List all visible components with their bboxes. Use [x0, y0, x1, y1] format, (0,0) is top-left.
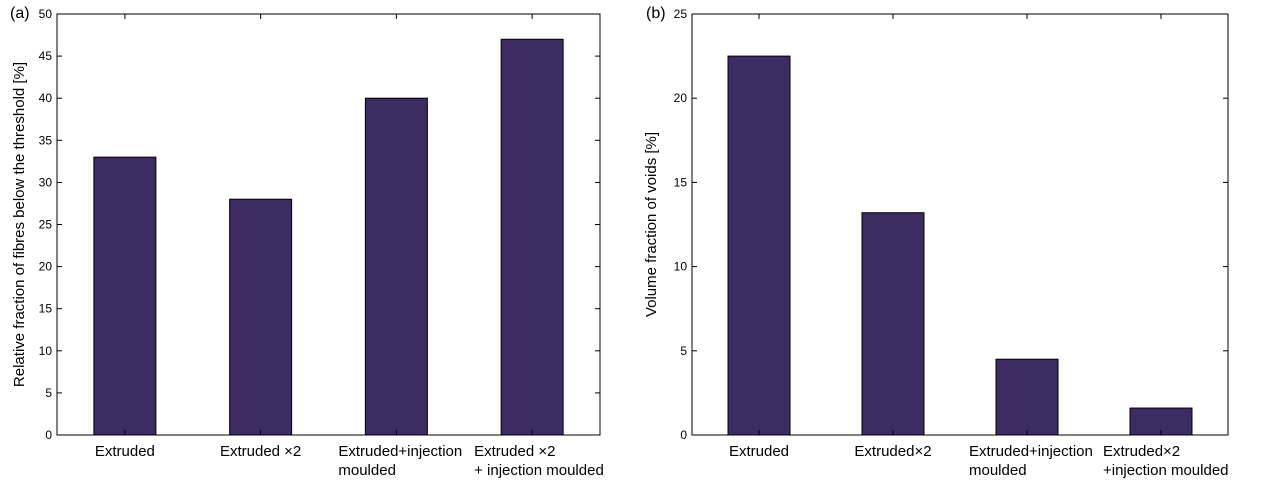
x-category-label: Extruded+injection moulded — [338, 443, 462, 479]
y-tick-label: 50 — [39, 7, 53, 21]
y-tick-label: 40 — [39, 91, 53, 105]
x-category-label: Extruded — [95, 443, 155, 460]
y-tick-label: 0 — [680, 428, 687, 442]
y-tick-label: 30 — [39, 175, 53, 189]
y-tick-label: 10 — [39, 344, 53, 358]
y-tick-label: 35 — [39, 133, 53, 147]
bar-2 — [861, 212, 925, 436]
y-tick-label: 15 — [39, 302, 53, 316]
bar-3 — [364, 97, 428, 436]
bar-4 — [500, 38, 564, 436]
x-category-label: Extruded×2 +injection moulded — [1103, 443, 1229, 479]
x-category-label: Extruded — [729, 443, 789, 460]
bar-1 — [93, 156, 157, 436]
bar-3 — [995, 358, 1059, 436]
y-tick-label: 5 — [680, 344, 687, 358]
y-axis-label: Volume fraction of voids [%] — [643, 132, 660, 317]
y-tick-label: 25 — [674, 7, 688, 21]
x-category-label: Extruded+injection moulded — [969, 443, 1093, 479]
y-tick-label: 0 — [45, 428, 52, 442]
bar-1 — [727, 55, 791, 436]
x-category-label: Extruded×2 — [854, 443, 931, 460]
axes-box — [691, 13, 1229, 436]
x-category-label: Extruded ×2 + injection moulded — [474, 443, 604, 479]
x-category-label: Extruded ×2 — [220, 443, 301, 460]
y-tick-label: 5 — [45, 386, 52, 400]
panel-label: (a) — [10, 5, 30, 22]
panel-label: (b) — [646, 5, 666, 22]
y-tick-label: 15 — [674, 175, 688, 189]
chart-panel-a: 0 5 10 15 20 25 30 35 40 45 50 Extruded Extruded ×2 E… — [10, 5, 604, 479]
y-tick-label: 25 — [39, 218, 53, 232]
y-tick-label: 45 — [39, 49, 53, 63]
y-tick-label: 20 — [39, 260, 53, 274]
y-tick-label: 20 — [674, 91, 688, 105]
y-axis-label: Relative fraction of fibres below the th… — [11, 62, 28, 387]
bar-2 — [229, 198, 293, 436]
chart-panel-b: 0 5 10 15 20 25 Extruded Extruded×2 Extruded+inj… — [643, 5, 1229, 479]
y-tick-label: 10 — [674, 260, 688, 274]
